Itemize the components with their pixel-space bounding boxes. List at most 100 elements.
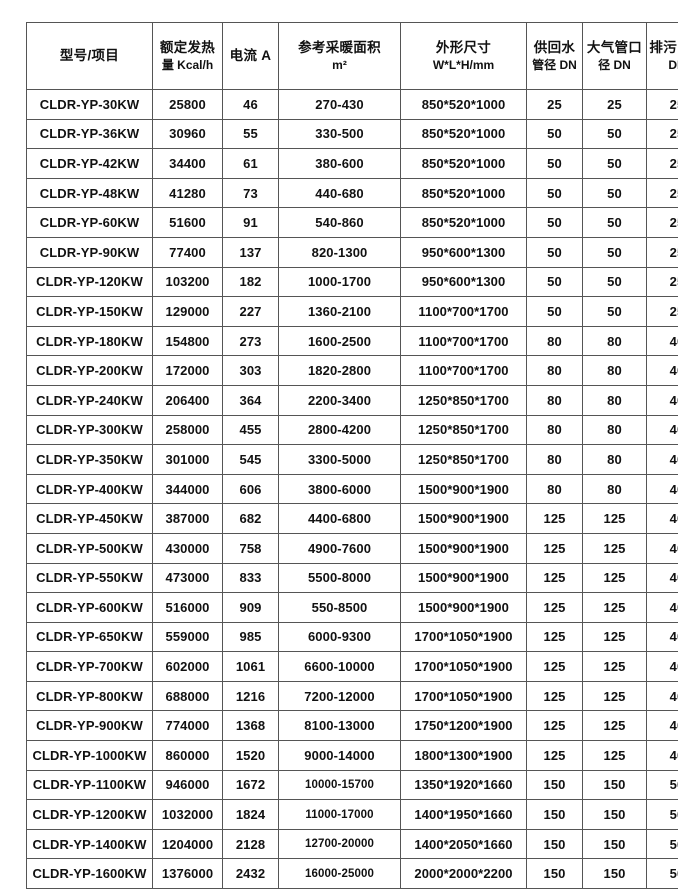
cell-heat: 258000 <box>153 415 223 445</box>
cell-area: 4400-6800 <box>279 504 401 534</box>
cell-drain: 25 <box>647 119 678 149</box>
column-header-model: 型号/项目 <box>27 23 153 90</box>
cell-dims: 850*520*1000 <box>401 119 527 149</box>
cell-dims: 1800*1300*1900 <box>401 741 527 771</box>
cell-model: CLDR-YP-1600KW <box>27 859 153 889</box>
cell-supply: 80 <box>527 445 583 475</box>
cell-heat: 559000 <box>153 622 223 652</box>
cell-current: 1216 <box>223 681 279 711</box>
cell-model: CLDR-YP-1200KW <box>27 800 153 830</box>
cell-supply: 50 <box>527 208 583 238</box>
cell-area: 820-1300 <box>279 237 401 267</box>
cell-supply: 50 <box>527 149 583 179</box>
cell-drain: 40 <box>647 356 678 386</box>
cell-current: 91 <box>223 208 279 238</box>
column-header-sublabel: 管径 DN <box>527 57 582 74</box>
cell-drain: 40 <box>647 741 678 771</box>
cell-air: 125 <box>583 533 647 563</box>
cell-dims: 1500*900*1900 <box>401 504 527 534</box>
cell-area: 1360-2100 <box>279 297 401 327</box>
cell-air: 50 <box>583 237 647 267</box>
cell-area: 550-8500 <box>279 593 401 623</box>
cell-heat: 430000 <box>153 533 223 563</box>
cell-dims: 850*520*1000 <box>401 208 527 238</box>
cell-drain: 40 <box>647 326 678 356</box>
cell-drain: 40 <box>647 681 678 711</box>
cell-air: 125 <box>583 652 647 682</box>
cell-current: 2128 <box>223 829 279 859</box>
cell-dims: 1700*1050*1900 <box>401 622 527 652</box>
cell-model: CLDR-YP-60KW <box>27 208 153 238</box>
cell-current: 55 <box>223 119 279 149</box>
cell-model: CLDR-YP-90KW <box>27 237 153 267</box>
cell-model: CLDR-YP-300KW <box>27 415 153 445</box>
cell-current: 137 <box>223 237 279 267</box>
cell-current: 833 <box>223 563 279 593</box>
cell-supply: 125 <box>527 711 583 741</box>
cell-supply: 80 <box>527 415 583 445</box>
cell-drain: 40 <box>647 593 678 623</box>
cell-drain: 25 <box>647 90 678 120</box>
cell-drain: 25 <box>647 208 678 238</box>
cell-current: 227 <box>223 297 279 327</box>
cell-heat: 860000 <box>153 741 223 771</box>
column-header-heat: 额定发热量 Kcal/h <box>153 23 223 90</box>
cell-model: CLDR-YP-650KW <box>27 622 153 652</box>
cell-dims: 1100*700*1700 <box>401 326 527 356</box>
cell-current: 364 <box>223 385 279 415</box>
cell-model: CLDR-YP-550KW <box>27 563 153 593</box>
cell-area: 330-500 <box>279 119 401 149</box>
cell-supply: 125 <box>527 533 583 563</box>
cell-air: 125 <box>583 563 647 593</box>
cell-drain: 40 <box>647 474 678 504</box>
cell-air: 80 <box>583 356 647 386</box>
cell-air: 125 <box>583 681 647 711</box>
cell-current: 46 <box>223 90 279 120</box>
column-header-sublabel: 径 DN <box>583 57 646 74</box>
cell-heat: 946000 <box>153 770 223 800</box>
cell-model: CLDR-YP-42KW <box>27 149 153 179</box>
cell-heat: 103200 <box>153 267 223 297</box>
column-header-label: 外形尺寸 <box>436 40 491 55</box>
cell-current: 909 <box>223 593 279 623</box>
cell-area: 440-680 <box>279 178 401 208</box>
cell-area: 9000-14000 <box>279 741 401 771</box>
cell-air: 150 <box>583 770 647 800</box>
cell-dims: 1500*900*1900 <box>401 563 527 593</box>
cell-model: CLDR-YP-1100KW <box>27 770 153 800</box>
cell-air: 125 <box>583 622 647 652</box>
cell-supply: 125 <box>527 622 583 652</box>
cell-drain: 40 <box>647 563 678 593</box>
cell-supply: 125 <box>527 681 583 711</box>
cell-supply: 50 <box>527 297 583 327</box>
column-header-sublabel: m² <box>279 57 400 74</box>
cell-drain: 25 <box>647 237 678 267</box>
cell-model: CLDR-YP-350KW <box>27 445 153 475</box>
cell-drain: 50 <box>647 859 678 889</box>
cell-air: 80 <box>583 445 647 475</box>
cell-model: CLDR-YP-180KW <box>27 326 153 356</box>
cell-model: CLDR-YP-700KW <box>27 652 153 682</box>
cell-supply: 150 <box>527 800 583 830</box>
cell-supply: 125 <box>527 652 583 682</box>
cell-heat: 516000 <box>153 593 223 623</box>
cell-model: CLDR-YP-150KW <box>27 297 153 327</box>
cell-dims: 1250*850*1700 <box>401 415 527 445</box>
cell-drain: 25 <box>647 149 678 179</box>
cell-air: 125 <box>583 593 647 623</box>
cell-model: CLDR-YP-1400KW <box>27 829 153 859</box>
cell-drain: 40 <box>647 504 678 534</box>
cell-drain: 40 <box>647 652 678 682</box>
cell-current: 606 <box>223 474 279 504</box>
cell-area: 5500-8000 <box>279 563 401 593</box>
